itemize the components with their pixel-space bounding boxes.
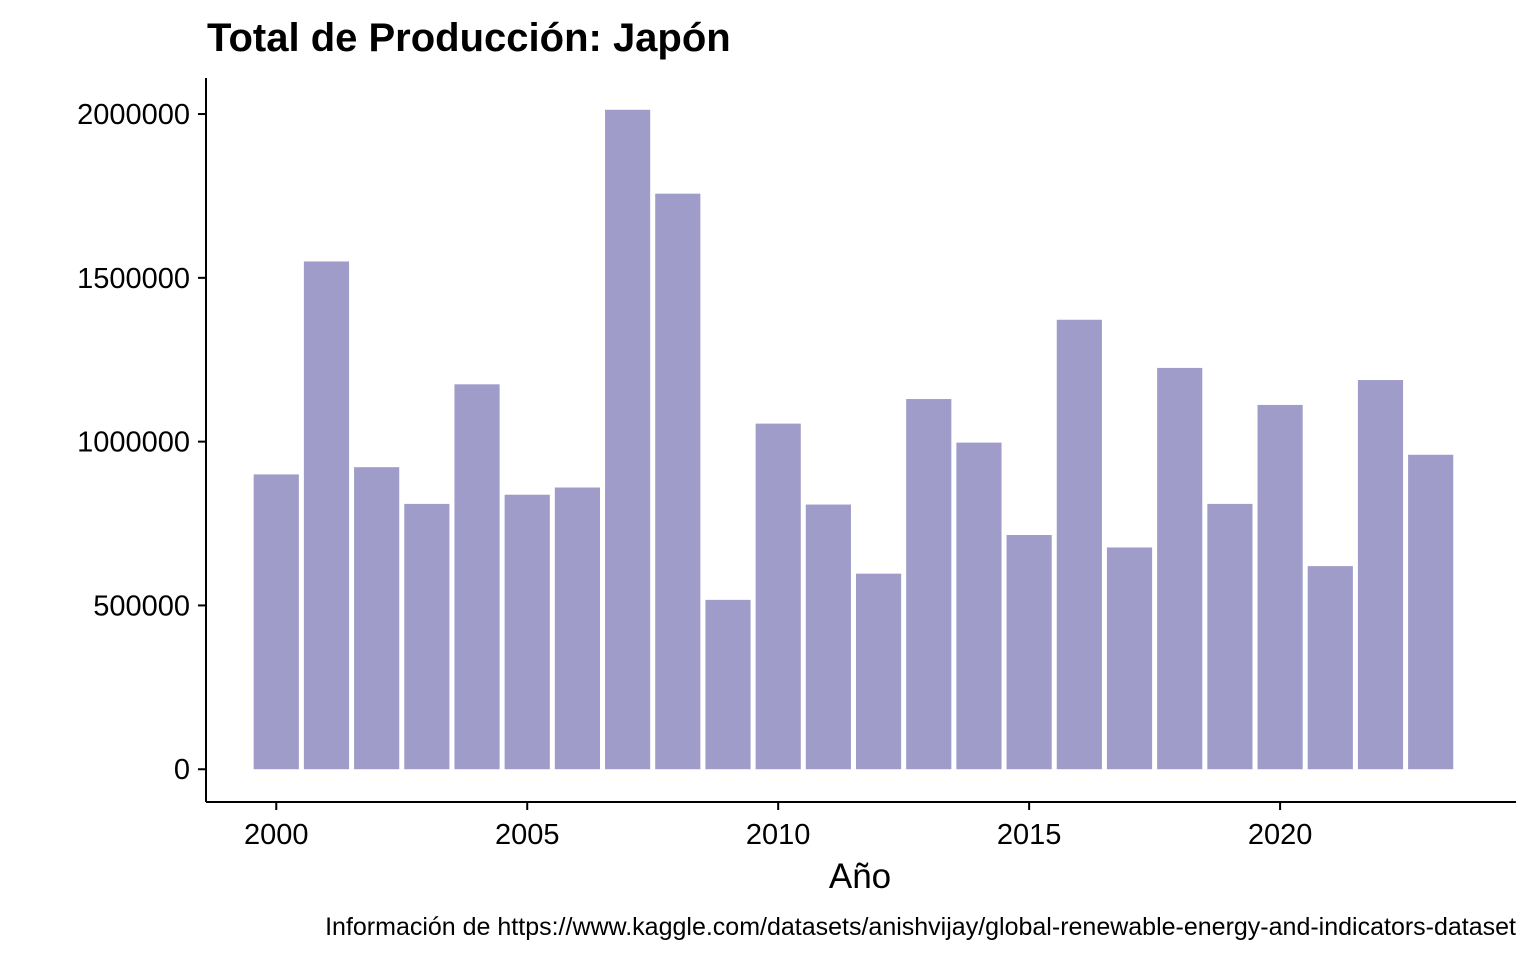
y-tick-label: 1000000 bbox=[77, 427, 190, 459]
bars-group bbox=[253, 109, 1454, 770]
y-axis-ticks: 0 500000 1000000 1500000 2000000 bbox=[77, 99, 206, 786]
bar-2009 bbox=[705, 599, 751, 770]
bar-2015 bbox=[1006, 535, 1052, 770]
x-tick-label: 2005 bbox=[495, 819, 560, 851]
bar-2023 bbox=[1408, 454, 1454, 770]
chart-caption: Información de https://www.kaggle.com/da… bbox=[325, 913, 1516, 941]
bar-2014 bbox=[956, 442, 1002, 770]
x-tick-label: 2010 bbox=[746, 819, 811, 851]
bar-2004 bbox=[454, 384, 500, 770]
bar-2006 bbox=[554, 487, 601, 770]
bar-2003 bbox=[404, 503, 450, 770]
bar-2000 bbox=[253, 474, 299, 770]
bar-2005 bbox=[504, 494, 550, 770]
bar-2011 bbox=[805, 504, 851, 770]
bar-2021 bbox=[1307, 566, 1353, 770]
y-tick-label: 500000 bbox=[93, 590, 190, 622]
bar-2022 bbox=[1357, 380, 1404, 770]
y-tick-label: 2000000 bbox=[77, 99, 190, 131]
bar-2016 bbox=[1056, 319, 1102, 770]
x-axis-title: Año bbox=[829, 857, 891, 896]
x-tick-label: 2020 bbox=[1248, 819, 1313, 851]
chart-title: Total de Producción: Japón bbox=[207, 16, 731, 60]
x-tick-label: 2015 bbox=[997, 819, 1062, 851]
bar-2008 bbox=[655, 193, 701, 770]
bar-2020 bbox=[1257, 404, 1303, 770]
bar-2001 bbox=[303, 261, 350, 770]
bar-2007 bbox=[605, 109, 651, 770]
bar-2019 bbox=[1207, 503, 1253, 770]
y-tick-label: 1500000 bbox=[77, 263, 190, 295]
bar-2018 bbox=[1157, 367, 1203, 770]
bar-2017 bbox=[1106, 547, 1153, 770]
bar-2013 bbox=[906, 399, 952, 770]
x-axis-ticks: 2000 2005 2010 2015 2020 bbox=[244, 802, 1312, 851]
bar-2012 bbox=[855, 573, 902, 770]
bar-2002 bbox=[354, 467, 400, 770]
y-tick-label: 0 bbox=[174, 754, 190, 786]
x-tick-label: 2000 bbox=[244, 819, 309, 851]
bar-2010 bbox=[755, 423, 801, 770]
